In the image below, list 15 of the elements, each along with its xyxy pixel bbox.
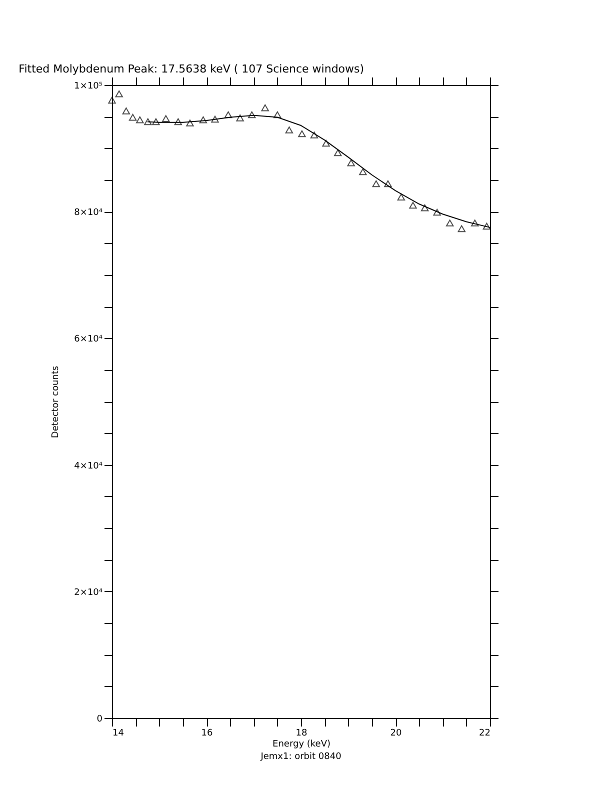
y-tick-label: 1×10⁵ [74,82,103,92]
y-tick-label: 2×10⁴ [74,588,103,598]
x-tick-label: 18 [296,728,308,738]
x-tick-label: 16 [201,728,213,738]
y-tick-label: 0 [96,714,103,724]
text: Jemx1: orbit 0840 [260,752,342,762]
x-tick-label: 14 [112,728,124,738]
x-axis-title: Energy (keV) [272,740,330,750]
y-tick-label: 6×10⁴ [74,334,103,345]
x-tick-label: 22 [479,728,490,738]
y-tick-label: 4×10⁴ [74,461,103,472]
chart-title: Fitted Molybdenum Peak: 17.5638 keV ( 107 Science windows) [18,62,364,76]
y-tick-label: 8×10⁴ [74,208,103,218]
y-axis-title: Detector counts [51,366,62,438]
x-tick-label: 20 [390,728,402,738]
